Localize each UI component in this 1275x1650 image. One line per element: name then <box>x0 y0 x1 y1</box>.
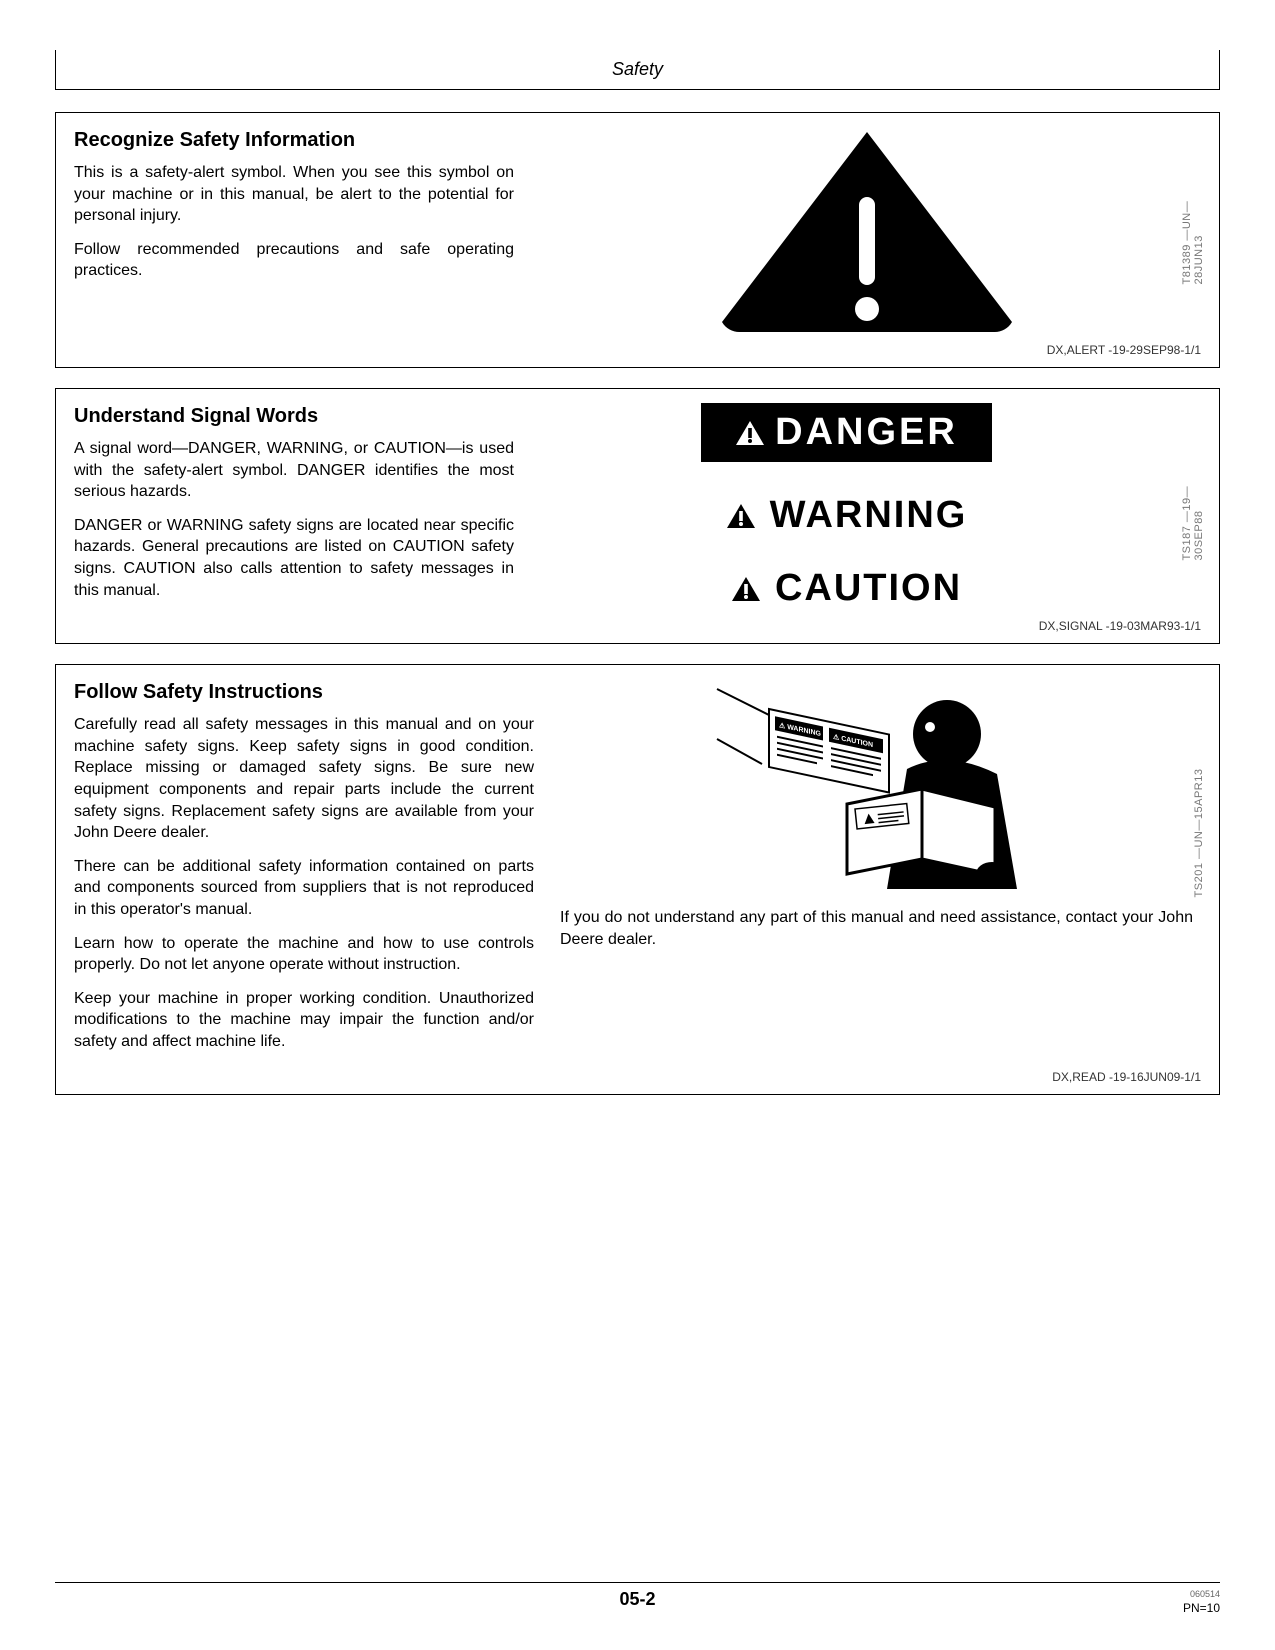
warning-text: WARNING <box>770 494 968 537</box>
section1-footer-ref: DX,ALERT -19-29SEP98-1/1 <box>74 343 1201 357</box>
section1-heading: Recognize Safety Information <box>74 127 514 154</box>
section1-image-ref: T81389 —UN—28JUN13 <box>1181 180 1205 285</box>
section2-heading: Understand Signal Words <box>74 403 514 430</box>
section-recognize-safety: Recognize Safety Information This is a s… <box>55 112 1220 368</box>
manual-page: Safety Recognize Safety Information This… <box>0 0 1275 1650</box>
section3-p1: Carefully read all safety messages in th… <box>74 714 534 844</box>
section-signal-words: Understand Signal Words A signal word—DA… <box>55 388 1220 644</box>
section1-p2: Follow recommended precautions and safe … <box>74 239 514 282</box>
section2-image-ref: TS187 —19—30SEP88 <box>1181 456 1205 561</box>
section3-footer-ref: DX,READ -19-16JUN09-1/1 <box>74 1070 1201 1084</box>
person-reading-manual-icon: ⚠ WARNING ⚠ CAUTION <box>697 679 1057 889</box>
alert-triangle-icon <box>735 420 765 446</box>
section3-p4: Keep your machine in proper working cond… <box>74 988 534 1053</box>
footer-date-code: 060514 <box>1183 1589 1220 1601</box>
page-footer: 05-2 060514 PN=10 <box>55 1582 1220 1610</box>
section2-p2: DANGER or WARNING safety signs are locat… <box>74 515 514 601</box>
danger-text: DANGER <box>775 411 958 454</box>
warning-label: WARNING <box>726 494 968 537</box>
header-title: Safety <box>612 59 663 80</box>
footer-pn: PN=10 <box>1183 1601 1220 1617</box>
section3-p3: Learn how to operate the machine and how… <box>74 933 534 976</box>
page-header: Safety <box>55 50 1220 90</box>
danger-label: DANGER <box>701 403 992 462</box>
alert-triangle-icon <box>731 576 761 602</box>
caution-text: CAUTION <box>775 567 962 610</box>
section2-p1: A signal word—DANGER, WARNING, or CAUTIO… <box>74 438 514 503</box>
section2-footer-ref: DX,SIGNAL -19-03MAR93-1/1 <box>74 619 1201 633</box>
alert-triangle-icon <box>726 503 756 529</box>
safety-alert-triangle-icon <box>712 127 1022 337</box>
section3-heading: Follow Safety Instructions <box>74 679 534 706</box>
caution-label: CAUTION <box>731 567 962 610</box>
section3-image-ref: TS201 —UN—15APR13 <box>1193 769 1205 898</box>
page-number: 05-2 <box>619 1589 655 1610</box>
section-follow-instructions: Follow Safety Instructions Carefully rea… <box>55 664 1220 1095</box>
section1-p1: This is a safety-alert symbol. When you … <box>74 162 514 227</box>
section3-right-text: If you do not understand any part of thi… <box>552 907 1201 950</box>
section3-p2: There can be additional safety informati… <box>74 856 534 921</box>
